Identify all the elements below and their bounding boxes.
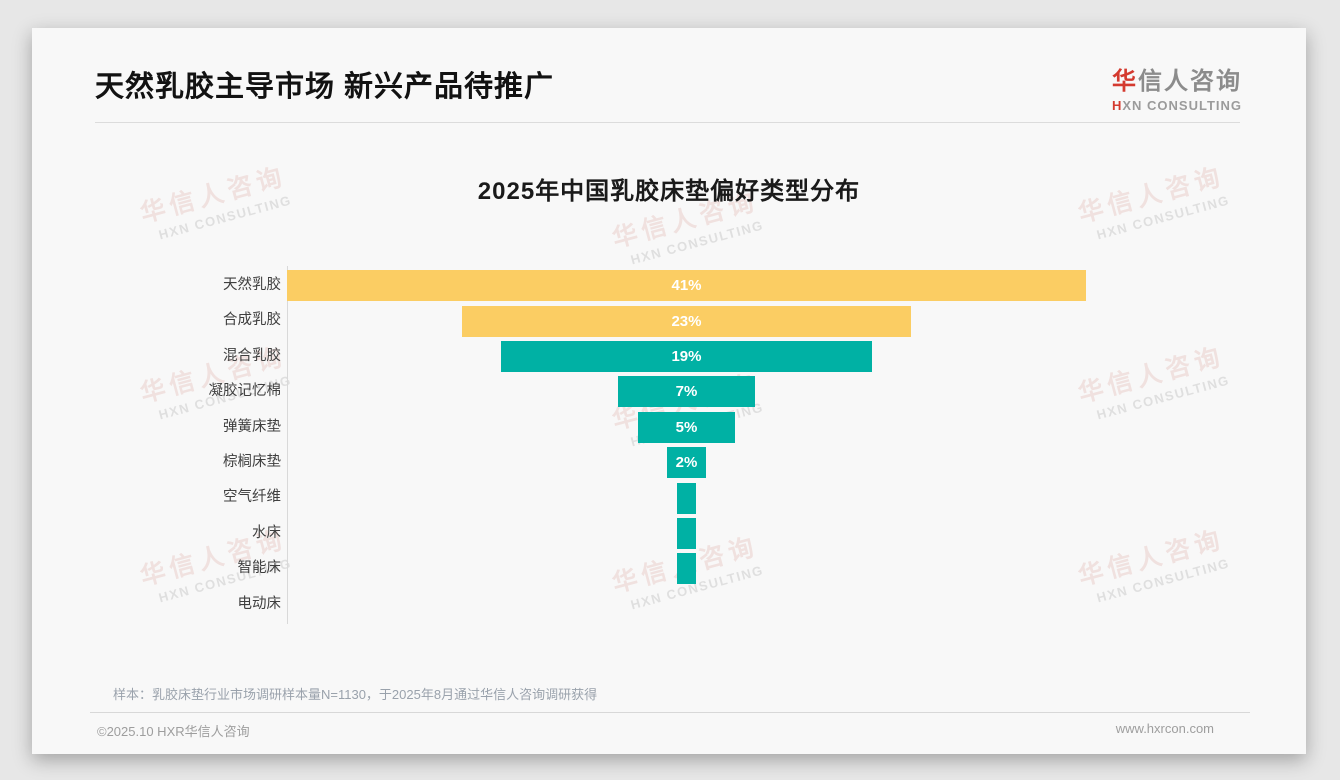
funnel-chart: 天然乳胶 41% 合成乳胶 23% 混合乳胶 19% 凝胶记忆棉 7% 弹簧床垫 5% 棕榈床垫 2%… bbox=[95, 266, 1086, 624]
chart-row: 天然乳胶 41% bbox=[95, 268, 1086, 303]
bar-value-label: 2% bbox=[675, 454, 698, 472]
category-label: 天然乳胶 bbox=[223, 277, 281, 293]
category-label: 凝胶记忆棉 bbox=[208, 383, 282, 400]
bar-value-label: 41% bbox=[671, 277, 702, 295]
category-label: 棕榈床垫 bbox=[223, 453, 281, 470]
funnel-bar: 41% bbox=[287, 270, 1086, 302]
funnel-bar bbox=[676, 553, 697, 585]
logo-en-accent-char: H bbox=[1111, 98, 1123, 113]
chart-row: 水床 bbox=[95, 516, 1086, 551]
page-title: 天然乳胶主导市场 新兴产品待推广 bbox=[95, 71, 555, 103]
category-label: 智能床 bbox=[237, 560, 282, 577]
website-text: www.hxrcon.com bbox=[1115, 721, 1214, 736]
watermark-en-text: HXN CONSULTING bbox=[1094, 372, 1232, 423]
logo-chinese-text: 华信人咨询 bbox=[1112, 68, 1242, 96]
logo-rest-chars: 信人咨询 bbox=[1138, 68, 1242, 95]
chart-row: 合成乳胶 23% bbox=[95, 303, 1086, 338]
chart-row: 棕榈床垫 2% bbox=[95, 445, 1086, 480]
watermark-en-text: HXN CONSULTING bbox=[1094, 555, 1232, 606]
logo-en-rest-chars: XN CONSULTING bbox=[1122, 98, 1242, 113]
bar-value-label: 7% bbox=[675, 383, 698, 401]
watermark-cn-text: 华信人咨询 bbox=[1075, 342, 1228, 409]
chart-row: 空气纤维 bbox=[95, 480, 1086, 515]
chart-row: 电动床 bbox=[95, 587, 1086, 622]
funnel-bar: 5% bbox=[637, 411, 736, 443]
chart-rows: 天然乳胶 41% 合成乳胶 23% 混合乳胶 19% 凝胶记忆棉 7% 弹簧床垫 5% 棕榈床垫 2%… bbox=[95, 268, 1086, 622]
company-logo: 华信人咨询 HXN CONSULTING bbox=[1112, 68, 1242, 113]
funnel-bar: 23% bbox=[462, 305, 911, 337]
category-label: 空气纤维 bbox=[223, 489, 281, 506]
chart-row: 混合乳胶 19% bbox=[95, 339, 1086, 374]
category-label: 合成乳胶 bbox=[223, 312, 281, 329]
funnel-bar: 19% bbox=[501, 340, 872, 372]
category-label: 水床 bbox=[252, 524, 281, 541]
funnel-bar bbox=[676, 517, 697, 549]
category-label: 电动床 bbox=[237, 595, 282, 612]
bar-value-label: 5% bbox=[675, 418, 698, 436]
chart-row: 智能床 bbox=[95, 551, 1086, 586]
report-card: 华信人咨询 HXN CONSULTING 华信人咨询 HXN CONSULTING 华信… bbox=[32, 28, 1306, 754]
logo-english-text: HXN CONSULTING bbox=[1112, 98, 1242, 113]
chart-row: 凝胶记忆棉 7% bbox=[95, 374, 1086, 409]
category-label: 弹簧床垫 bbox=[223, 418, 281, 435]
chart-title: 2025年中国乳胶床垫偏好类型分布 bbox=[477, 178, 861, 205]
category-label: 混合乳胶 bbox=[223, 347, 281, 364]
funnel-bar: 7% bbox=[618, 376, 755, 408]
watermark-en-text: HXN CONSULTING bbox=[628, 217, 766, 268]
funnel-bar bbox=[676, 482, 697, 514]
bar-value-label: 23% bbox=[671, 312, 702, 330]
header-divider bbox=[95, 122, 1240, 123]
watermark-cn-text: 华信人咨询 bbox=[1075, 525, 1228, 592]
bottom-bar: ©2025.10 HXR华信人咨询 www.hxrcon.com bbox=[90, 712, 1250, 740]
copyright-text: ©2025.10 HXR华信人咨询 bbox=[97, 724, 250, 739]
y-axis-line bbox=[287, 266, 288, 624]
funnel-bar: 2% bbox=[667, 447, 706, 479]
chart-row: 弹簧床垫 5% bbox=[95, 410, 1086, 445]
logo-accent-char: 华 bbox=[1112, 68, 1138, 95]
sample-footnote: 样本：乳胶床垫行业市场调研样本量N=1130，于2025年8月通过华信人咨询调研… bbox=[113, 687, 598, 702]
bar-value-label: 19% bbox=[671, 347, 702, 365]
